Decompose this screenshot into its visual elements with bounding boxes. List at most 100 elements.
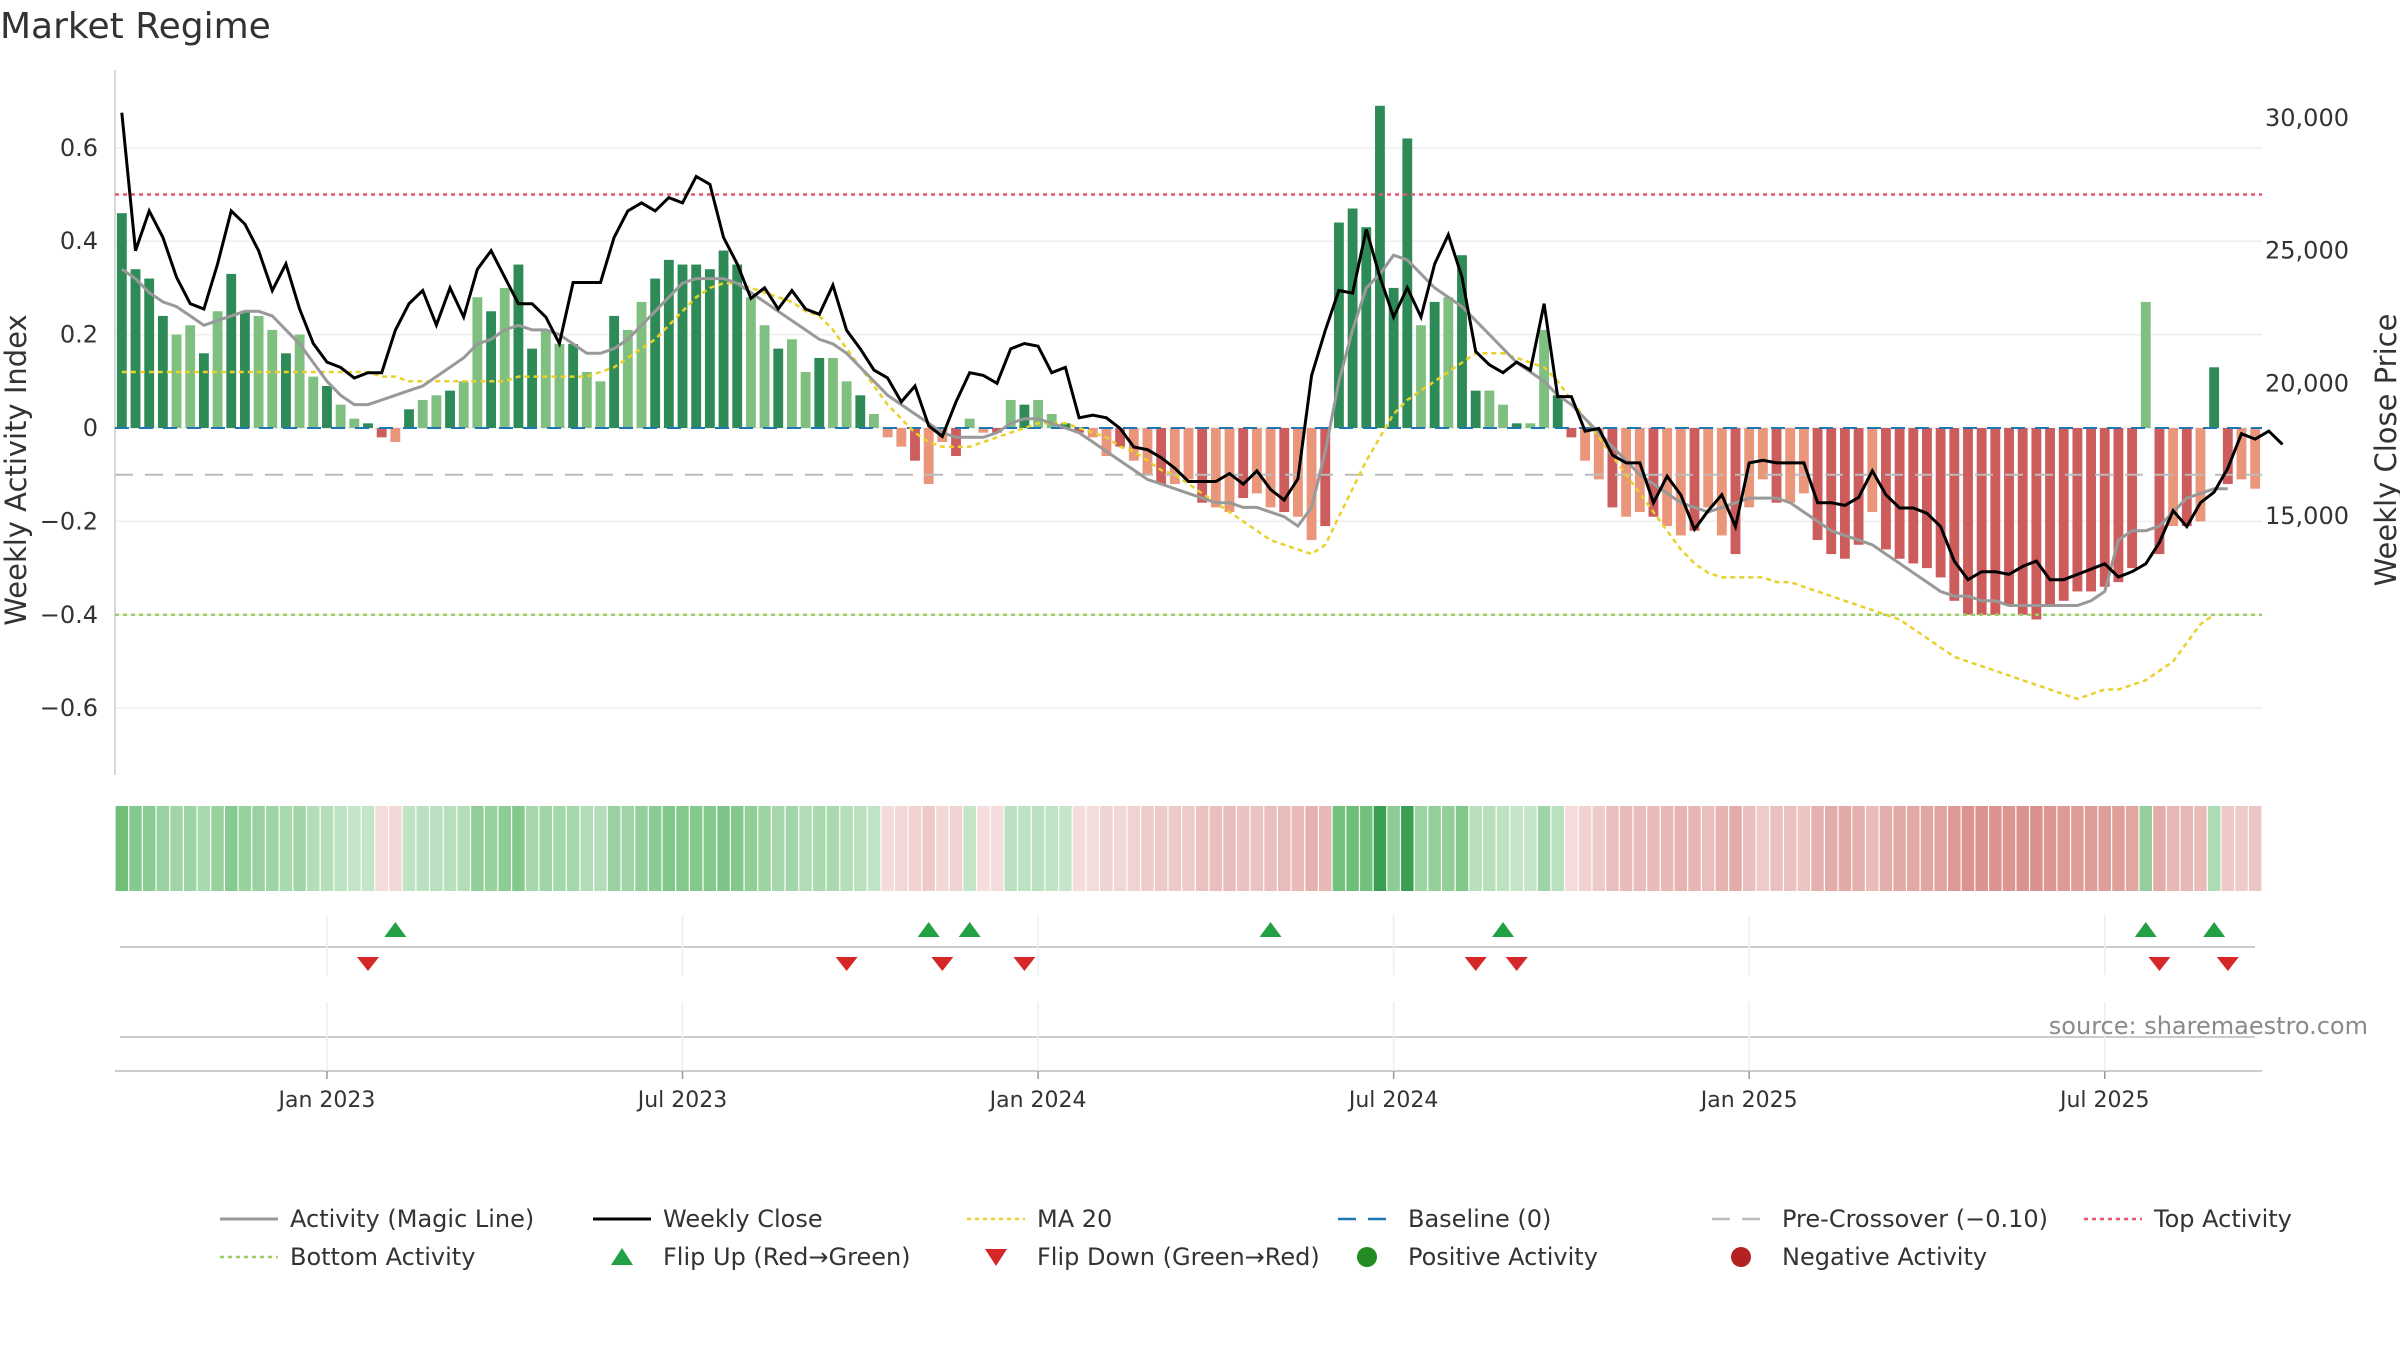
regime-cell — [1264, 806, 1277, 891]
activity-bar — [896, 428, 907, 447]
regime-cell — [1715, 806, 1729, 891]
regime-cell — [1086, 806, 1100, 891]
activity-bar — [376, 428, 387, 438]
activity-bar — [2154, 428, 2165, 555]
regime-cell — [922, 806, 935, 891]
activity-bar — [1334, 222, 1344, 428]
source-label: source: sharemaestro.com — [2049, 1012, 2368, 1040]
activity-bar — [745, 297, 756, 428]
activity-bar — [978, 428, 989, 433]
regime-cell — [1934, 806, 1947, 891]
activity-bar — [1183, 428, 1194, 480]
legend-label: Flip Up (Red→Green) — [663, 1243, 911, 1271]
activity-bar — [1197, 428, 1208, 503]
regime-cell — [2057, 806, 2070, 891]
activity-bar — [1621, 428, 1632, 517]
regime-cell — [936, 806, 949, 891]
flip-up-marker — [1492, 922, 1515, 937]
left-tick-label: −0.2 — [40, 507, 98, 535]
regime-cell — [1141, 806, 1154, 891]
right-tick-label: 15,000 — [2265, 502, 2349, 530]
regime-cell — [854, 806, 867, 891]
activity-bar — [1210, 428, 1221, 508]
regime-cell — [730, 806, 744, 891]
flip-up-marker — [384, 922, 407, 937]
regime-cell — [1824, 806, 1838, 891]
regime-cell — [1893, 806, 1906, 891]
regime-cell — [1496, 806, 1510, 891]
regime-cell — [908, 806, 922, 891]
activity-bar — [1498, 404, 1508, 428]
regime-cell — [183, 806, 197, 891]
regime-cell — [1031, 806, 1045, 891]
activity-bar — [349, 418, 360, 428]
activity-bar — [786, 339, 797, 428]
regime-cell — [867, 806, 881, 891]
x-tick-label: Jan 2023 — [277, 1088, 376, 1113]
activity-bar — [171, 334, 182, 428]
regime-cell — [1305, 806, 1318, 891]
regime-cell — [2016, 806, 2029, 891]
activity-bar — [226, 273, 237, 428]
regime-cell — [1866, 806, 1879, 891]
activity-bar — [2017, 428, 2028, 615]
activity-bar — [1757, 428, 1768, 480]
regime-cell — [1783, 806, 1797, 891]
activity-bar — [869, 413, 879, 428]
flip-down-marker — [356, 957, 379, 971]
activity-bar — [1251, 428, 1262, 494]
right-tick-label: 20,000 — [2265, 369, 2349, 397]
regime-cell — [1619, 806, 1633, 891]
regime-cell — [840, 806, 853, 891]
magic-line — [120, 253, 2228, 607]
activity-bar — [800, 371, 811, 428]
regime-cell — [977, 806, 990, 891]
activity-bar — [1675, 428, 1686, 536]
activity-bar — [527, 348, 538, 428]
activity-bar — [239, 311, 250, 428]
regime-cell — [293, 806, 306, 891]
regime-cell — [758, 806, 771, 891]
left-tick-label: 0 — [83, 414, 98, 442]
flip-up-marker — [1259, 922, 1282, 937]
regime-cell — [1660, 806, 1674, 891]
regime-cell — [1565, 806, 1578, 891]
activity-bar — [1785, 428, 1796, 503]
activity-bar — [308, 376, 319, 428]
regime-cell — [1729, 806, 1742, 891]
legend-item: Top Activity — [2084, 1205, 2292, 1233]
activity-bar — [2072, 428, 2083, 592]
legend-label: Weekly Close — [663, 1205, 823, 1233]
right-tick-label: 30,000 — [2265, 104, 2349, 132]
activity-bar — [2045, 428, 2055, 606]
regime-cell — [826, 806, 840, 891]
activity-bar — [1388, 287, 1399, 428]
flip-down-marker — [931, 957, 954, 971]
legend-item: Baseline (0) — [1338, 1205, 1551, 1233]
regime-cell — [2125, 806, 2139, 891]
regime-cell — [1633, 806, 1647, 891]
legend-item: Pre-Crossover (−0.10) — [1712, 1205, 2048, 1233]
activity-bar — [1593, 428, 1604, 480]
regime-cell — [662, 806, 676, 891]
activity-bar — [677, 264, 688, 428]
regime-cell — [1414, 806, 1428, 891]
activity-bar — [923, 428, 934, 485]
legend-item: Flip Up (Red→Green) — [611, 1243, 911, 1271]
activity-bar — [554, 343, 565, 428]
activity-bar — [718, 250, 729, 428]
regime-cell — [594, 806, 607, 891]
activity-bar — [1279, 428, 1290, 513]
regime-cell — [1004, 806, 1017, 891]
regime-cell — [1455, 806, 1469, 891]
x-tick-label: Jan 2024 — [988, 1088, 1087, 1113]
regime-cell — [129, 806, 142, 891]
regime-cell — [2248, 806, 2262, 891]
flip-up-marker — [2134, 922, 2157, 937]
regime-cell — [1018, 806, 1031, 891]
legend-label: Bottom Activity — [290, 1243, 475, 1271]
activity-bar — [486, 311, 496, 428]
activity-bar — [458, 381, 469, 428]
regime-cell — [1701, 806, 1715, 891]
